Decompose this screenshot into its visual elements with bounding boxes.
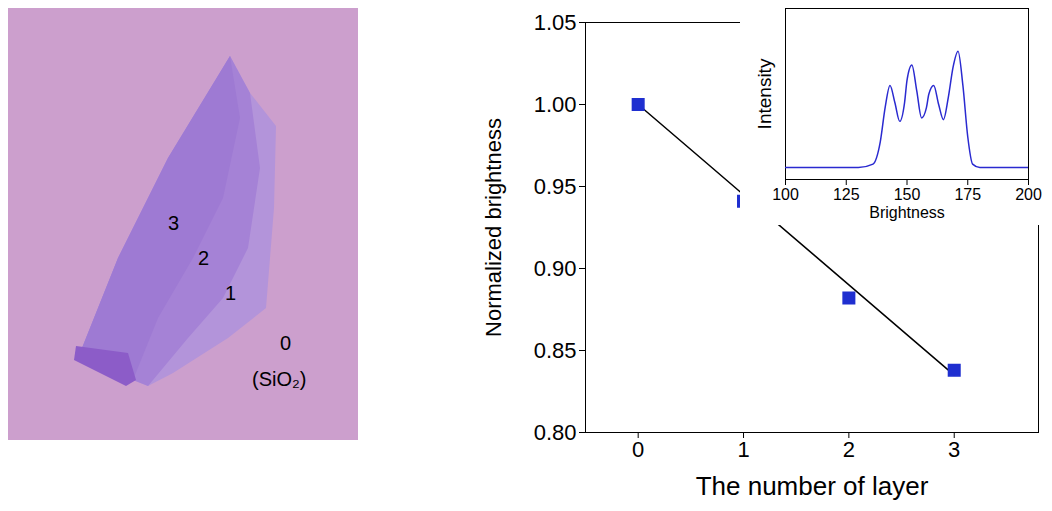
svg-text:3: 3 [948, 437, 960, 462]
svg-text:Normalized brightness: Normalized brightness [481, 118, 506, 337]
svg-text:The number of layer: The number of layer [696, 471, 929, 501]
svg-text:(SiO₂): (SiO₂) [252, 368, 306, 390]
svg-text:2: 2 [198, 247, 209, 269]
svg-text:0.80: 0.80 [534, 420, 577, 445]
svg-text:1.05: 1.05 [534, 10, 577, 35]
svg-text:0: 0 [632, 437, 644, 462]
svg-text:100: 100 [772, 186, 799, 203]
svg-text:0.90: 0.90 [534, 256, 577, 281]
svg-text:0.85: 0.85 [534, 338, 577, 363]
svg-text:3: 3 [168, 212, 179, 234]
svg-text:1.00: 1.00 [534, 92, 577, 117]
svg-text:175: 175 [954, 186, 981, 203]
svg-text:0: 0 [280, 332, 291, 354]
svg-text:1: 1 [737, 437, 749, 462]
svg-text:Brightness: Brightness [869, 204, 945, 221]
svg-text:1: 1 [225, 282, 236, 304]
svg-text:0.95: 0.95 [534, 174, 577, 199]
svg-text:150: 150 [894, 186, 921, 203]
svg-text:2: 2 [843, 437, 855, 462]
html-text:Intensity: Intensity [754, 58, 775, 129]
svg-text:200: 200 [1015, 186, 1042, 203]
svg-text:125: 125 [833, 186, 860, 203]
